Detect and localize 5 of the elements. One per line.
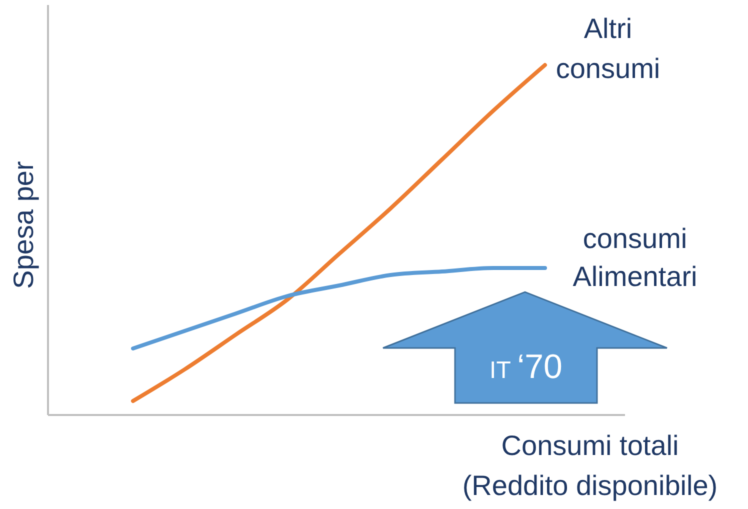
y-axis-title: Spesa per <box>8 161 39 289</box>
x-axis-title: Consumi totali (Reddito disponibile) <box>462 430 718 501</box>
series-label: consumi Alimentari <box>572 223 698 292</box>
annotation: IT ‘70 <box>490 348 562 386</box>
series-label: Altri consumi <box>556 13 660 84</box>
